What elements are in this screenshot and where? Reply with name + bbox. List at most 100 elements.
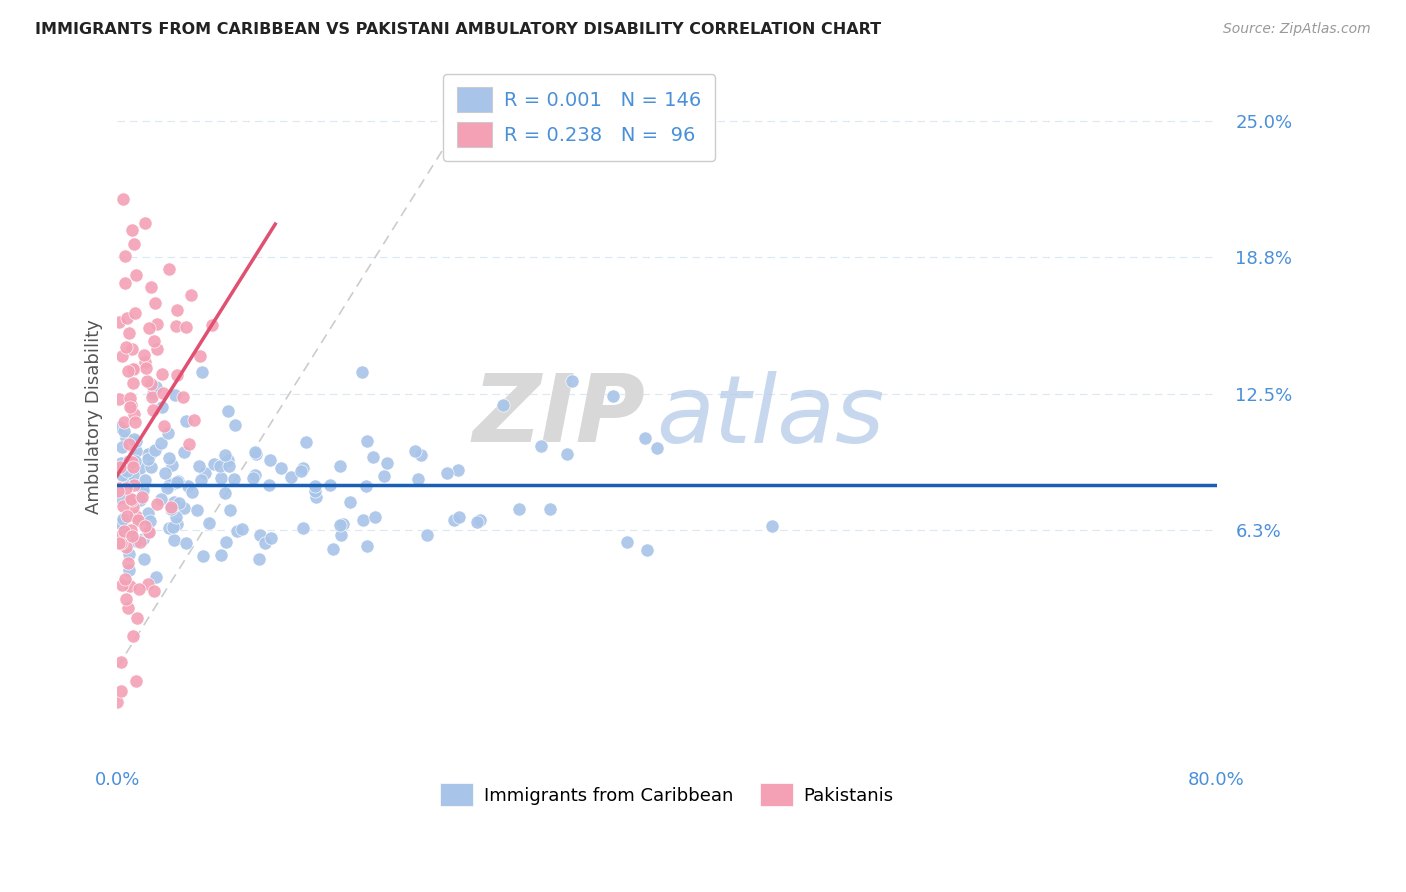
Text: atlas: atlas xyxy=(655,371,884,462)
Point xyxy=(139,376,162,391)
Point xyxy=(436,466,458,480)
Point xyxy=(319,477,342,491)
Point xyxy=(110,420,132,434)
Point xyxy=(124,453,146,467)
Point xyxy=(242,471,264,485)
Point xyxy=(124,268,146,283)
Point xyxy=(217,452,239,467)
Point xyxy=(129,492,152,507)
Point xyxy=(112,415,135,429)
Point xyxy=(187,459,209,474)
Point xyxy=(290,464,312,478)
Point xyxy=(118,563,141,577)
Point xyxy=(108,459,131,474)
Point xyxy=(149,491,172,506)
Point xyxy=(259,452,281,467)
Point xyxy=(110,536,132,550)
Point xyxy=(122,629,145,643)
Point xyxy=(645,441,668,455)
Point xyxy=(468,512,491,526)
Point xyxy=(134,473,156,487)
Point xyxy=(292,521,315,535)
Point xyxy=(111,578,134,592)
Point xyxy=(166,516,188,531)
Point xyxy=(117,364,139,378)
Point xyxy=(122,376,145,390)
Point xyxy=(125,509,148,524)
Point xyxy=(177,478,200,492)
Point xyxy=(132,483,155,497)
Point xyxy=(561,374,583,388)
Point xyxy=(135,360,157,375)
Point xyxy=(449,509,471,524)
Point xyxy=(174,413,197,427)
Point xyxy=(105,695,128,709)
Point xyxy=(602,388,624,402)
Point xyxy=(122,407,145,421)
Point xyxy=(121,493,143,508)
Point xyxy=(173,500,195,515)
Point xyxy=(247,551,270,566)
Point xyxy=(245,447,267,461)
Point xyxy=(167,474,190,488)
Point xyxy=(111,512,134,526)
Point xyxy=(243,445,266,459)
Point xyxy=(162,520,184,534)
Point xyxy=(555,447,578,461)
Point xyxy=(117,601,139,615)
Text: IMMIGRANTS FROM CARIBBEAN VS PAKISTANI AMBULATORY DISABILITY CORRELATION CHART: IMMIGRANTS FROM CARIBBEAN VS PAKISTANI A… xyxy=(35,22,882,37)
Point xyxy=(136,524,159,539)
Point xyxy=(322,541,344,556)
Point xyxy=(214,448,236,462)
Point xyxy=(129,460,152,475)
Point xyxy=(191,549,214,563)
Point xyxy=(157,451,180,466)
Point xyxy=(143,295,166,310)
Point xyxy=(209,458,232,473)
Point xyxy=(291,460,314,475)
Point xyxy=(153,467,176,481)
Point xyxy=(108,516,131,530)
Point xyxy=(110,655,132,669)
Point xyxy=(183,413,205,427)
Point xyxy=(121,500,143,514)
Point xyxy=(173,445,195,459)
Point xyxy=(163,495,186,509)
Point xyxy=(139,446,162,460)
Point xyxy=(253,535,276,549)
Point xyxy=(165,509,187,524)
Point xyxy=(166,303,188,318)
Point xyxy=(141,390,163,404)
Point xyxy=(446,463,468,477)
Point xyxy=(110,456,132,470)
Point xyxy=(124,415,146,429)
Point xyxy=(157,521,180,535)
Point xyxy=(118,326,141,340)
Point xyxy=(177,436,200,450)
Point xyxy=(332,517,354,532)
Point xyxy=(160,458,183,473)
Point xyxy=(329,518,352,533)
Point xyxy=(146,317,169,331)
Point xyxy=(209,471,232,485)
Point xyxy=(118,454,141,468)
Point xyxy=(122,237,145,252)
Point xyxy=(124,478,146,492)
Point xyxy=(356,539,378,553)
Point xyxy=(163,533,186,548)
Point xyxy=(202,457,225,471)
Point xyxy=(443,513,465,527)
Point xyxy=(217,404,239,418)
Point xyxy=(152,386,174,401)
Point xyxy=(416,528,439,542)
Point xyxy=(120,491,142,506)
Point xyxy=(186,502,208,516)
Point xyxy=(329,458,352,473)
Point xyxy=(138,451,160,466)
Point xyxy=(188,350,211,364)
Point xyxy=(156,481,179,495)
Point xyxy=(111,499,134,513)
Point xyxy=(108,491,131,505)
Point xyxy=(111,468,134,483)
Point xyxy=(125,511,148,525)
